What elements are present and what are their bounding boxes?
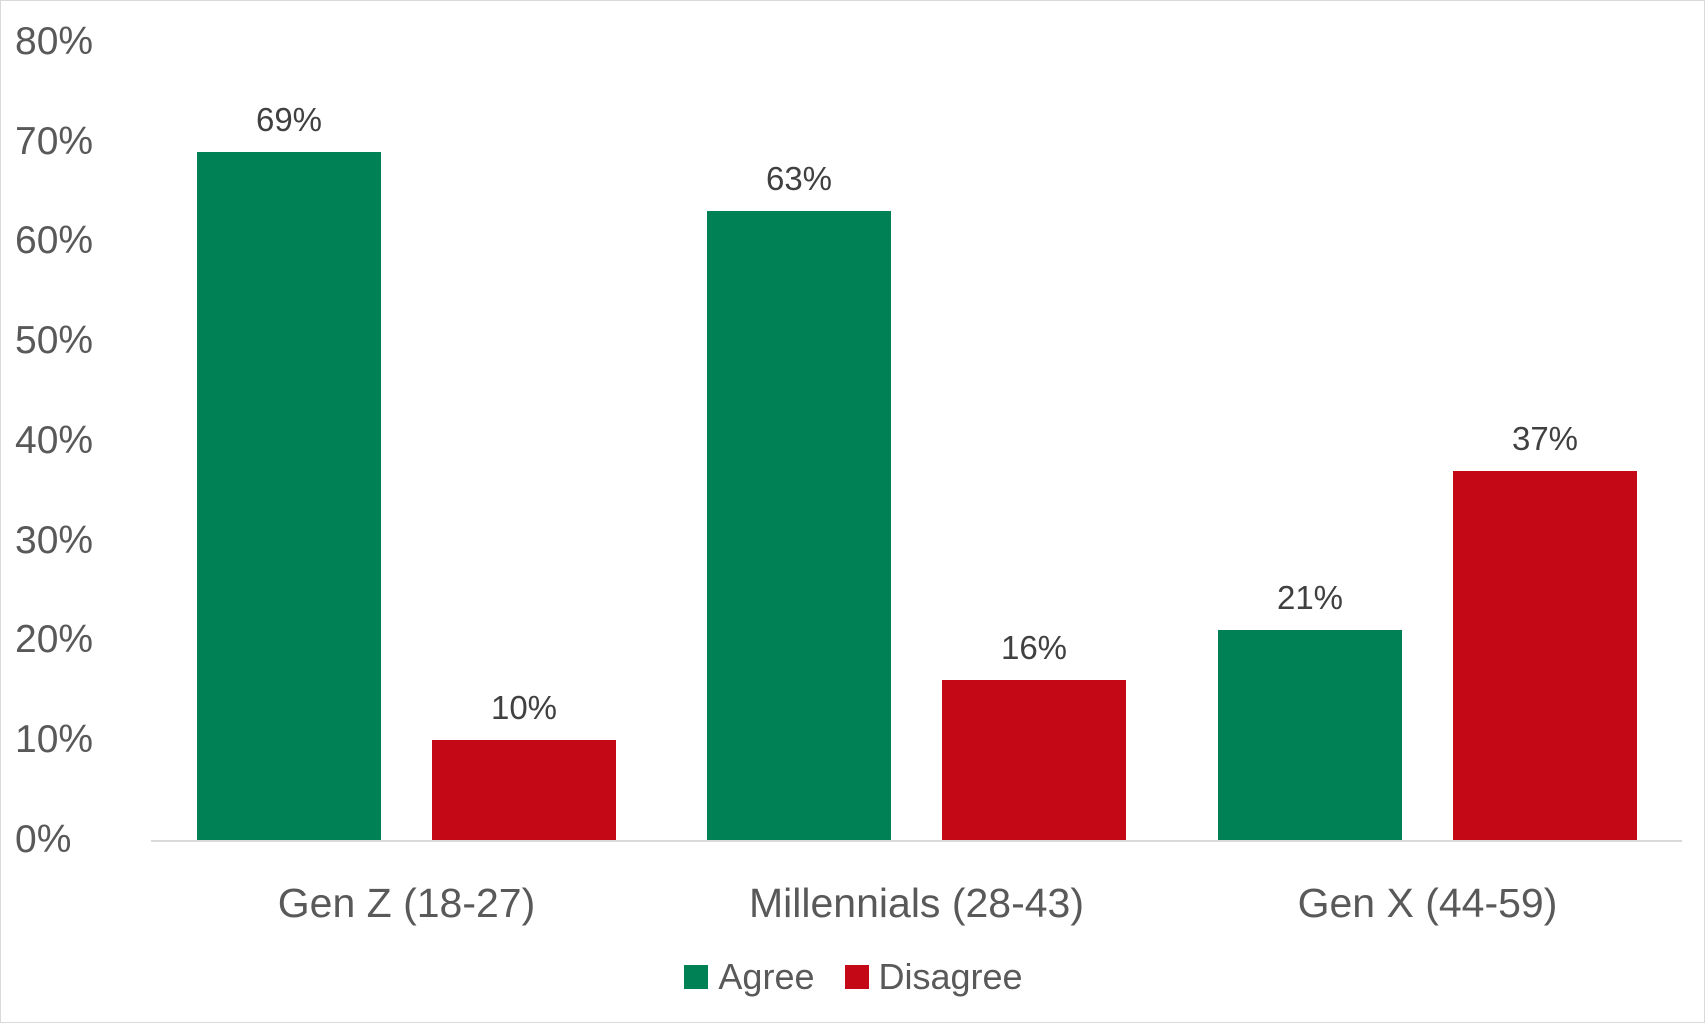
- bar-agree: [1218, 630, 1402, 840]
- bar-disagree: [1453, 470, 1637, 840]
- disagree-swatch-icon: [844, 965, 869, 989]
- legend-item-disagree: Disagree: [844, 956, 1023, 998]
- bar-agree: [707, 211, 891, 840]
- bar-agree: [197, 151, 381, 840]
- data-label: 10%: [490, 689, 558, 727]
- y-tick-label: 0%: [15, 818, 72, 861]
- bar-disagree: [432, 740, 616, 840]
- y-tick-label: 50%: [15, 319, 94, 363]
- data-label: 63%: [765, 160, 833, 198]
- data-label: 69%: [255, 100, 323, 138]
- y-tick-label: 20%: [15, 618, 94, 662]
- y-tick-label: 10%: [15, 718, 94, 762]
- legend-label-disagree: Disagree: [878, 956, 1023, 997]
- legend-label-agree: Agree: [718, 956, 815, 997]
- y-tick-label: 80%: [15, 19, 94, 63]
- y-tick-label: 30%: [15, 518, 94, 562]
- x-tick-label: Gen Z (18-27): [277, 880, 536, 926]
- legend-item-agree: Agree: [684, 956, 815, 998]
- y-tick-label: 40%: [15, 418, 94, 462]
- x-axis-line: [151, 840, 1682, 842]
- x-tick-label: Gen X (44-59): [1297, 880, 1558, 926]
- data-label: 21%: [1276, 579, 1344, 617]
- agree-swatch-icon: [684, 965, 709, 989]
- legend: Agree Disagree: [1, 956, 1705, 998]
- data-label: 16%: [1000, 629, 1068, 667]
- data-label: 37%: [1511, 419, 1579, 457]
- y-tick-label: 70%: [15, 119, 94, 163]
- y-tick-label: 60%: [15, 219, 94, 263]
- bar-disagree: [942, 680, 1126, 840]
- x-tick-label: Millennials (28-43): [749, 880, 1084, 926]
